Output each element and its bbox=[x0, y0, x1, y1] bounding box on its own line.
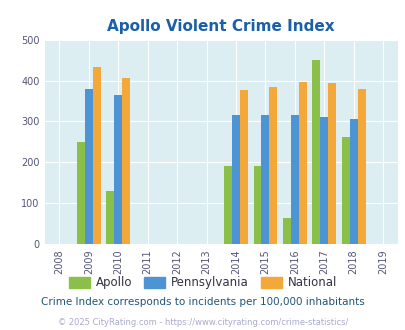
Bar bbox=[341, 137, 349, 244]
Bar bbox=[290, 115, 298, 244]
Bar bbox=[269, 87, 277, 244]
Bar bbox=[114, 95, 122, 244]
Title: Apollo Violent Crime Index: Apollo Violent Crime Index bbox=[107, 19, 334, 34]
Bar bbox=[253, 166, 261, 244]
Bar bbox=[357, 89, 365, 244]
Bar bbox=[93, 67, 100, 244]
Bar bbox=[282, 217, 290, 244]
Bar bbox=[85, 89, 93, 244]
Bar bbox=[239, 89, 247, 244]
Bar bbox=[298, 82, 306, 244]
Bar bbox=[106, 191, 114, 244]
Bar bbox=[224, 166, 231, 244]
Bar bbox=[231, 115, 239, 244]
Bar bbox=[311, 60, 320, 244]
Bar bbox=[77, 142, 85, 244]
Bar bbox=[349, 119, 357, 244]
Bar bbox=[261, 115, 269, 244]
Bar bbox=[328, 83, 335, 244]
Bar bbox=[320, 117, 328, 244]
Bar bbox=[122, 78, 130, 244]
Legend: Apollo, Pennsylvania, National: Apollo, Pennsylvania, National bbox=[64, 272, 341, 294]
Text: Crime Index corresponds to incidents per 100,000 inhabitants: Crime Index corresponds to incidents per… bbox=[41, 297, 364, 307]
Text: © 2025 CityRating.com - https://www.cityrating.com/crime-statistics/: © 2025 CityRating.com - https://www.city… bbox=[58, 318, 347, 327]
